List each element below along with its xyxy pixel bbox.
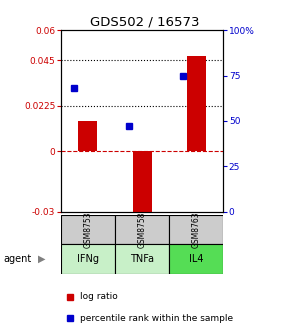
Text: GDS502 / 16573: GDS502 / 16573 [90,15,200,28]
Bar [133,151,152,222]
Text: GSM8758: GSM8758 [137,211,147,248]
Text: GSM8763: GSM8763 [192,211,201,248]
Text: log ratio: log ratio [80,292,118,301]
Text: TNFa: TNFa [130,254,154,264]
Bar [115,215,169,245]
Text: ▶: ▶ [38,254,46,264]
Text: agent: agent [3,254,31,264]
Bar [169,245,223,274]
Text: IL4: IL4 [189,254,204,264]
Text: percentile rank within the sample: percentile rank within the sample [80,314,234,323]
Text: IFNg: IFNg [77,254,99,264]
Text: GSM8753: GSM8753 [84,211,93,248]
Bar [187,56,206,151]
Bar [79,121,97,151]
Bar [169,215,223,245]
Bar [61,245,115,274]
Bar [61,215,115,245]
Bar [115,245,169,274]
